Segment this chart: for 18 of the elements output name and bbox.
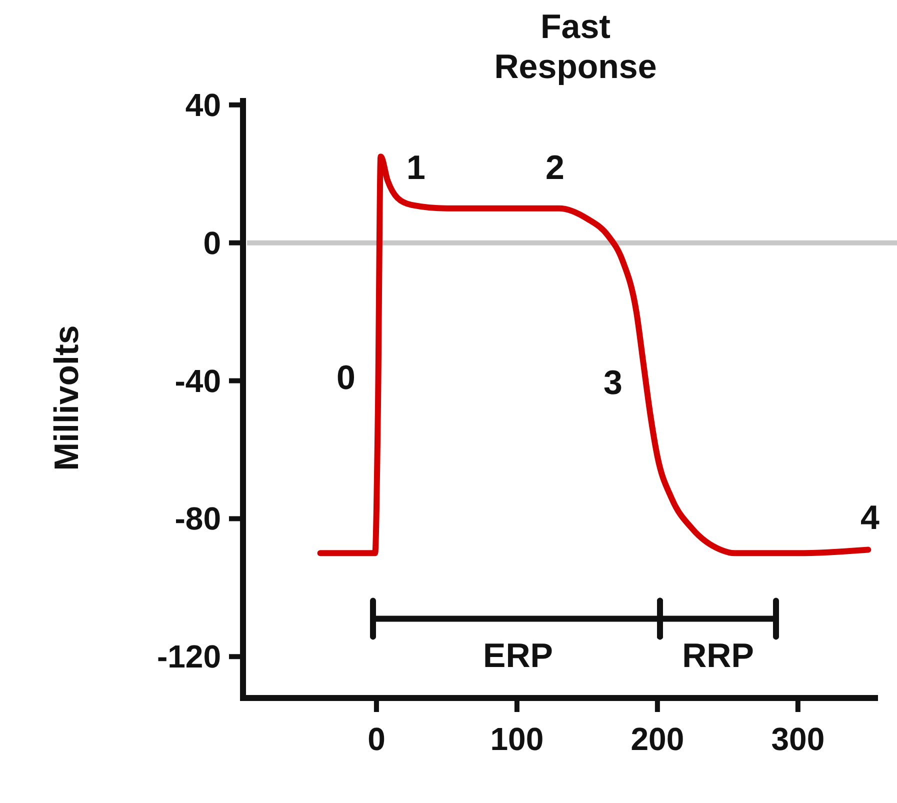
annotation: 1 <box>406 149 426 187</box>
y-tick-label: -120 <box>156 638 221 675</box>
x-tick-label: 300 <box>771 721 825 757</box>
y-tick-label: -40 <box>174 362 221 399</box>
x-tick-label: 200 <box>630 721 684 757</box>
y-tick-label: 40 <box>185 86 221 123</box>
annotation: 4 <box>860 499 880 537</box>
annotation: RRP <box>682 637 754 675</box>
chart-title: Fast Response <box>494 8 657 86</box>
annotation: 3 <box>604 364 622 402</box>
y-axis-title: Millivolts <box>48 325 86 471</box>
x-tick-label: 100 <box>490 721 544 757</box>
annotation: ERP <box>483 637 553 675</box>
x-tick-label: 0 <box>368 721 386 757</box>
annotation: 0 <box>336 359 356 397</box>
y-tick-label: 0 <box>203 224 221 261</box>
y-tick-label: -80 <box>174 500 221 537</box>
annotation: 2 <box>546 149 564 187</box>
